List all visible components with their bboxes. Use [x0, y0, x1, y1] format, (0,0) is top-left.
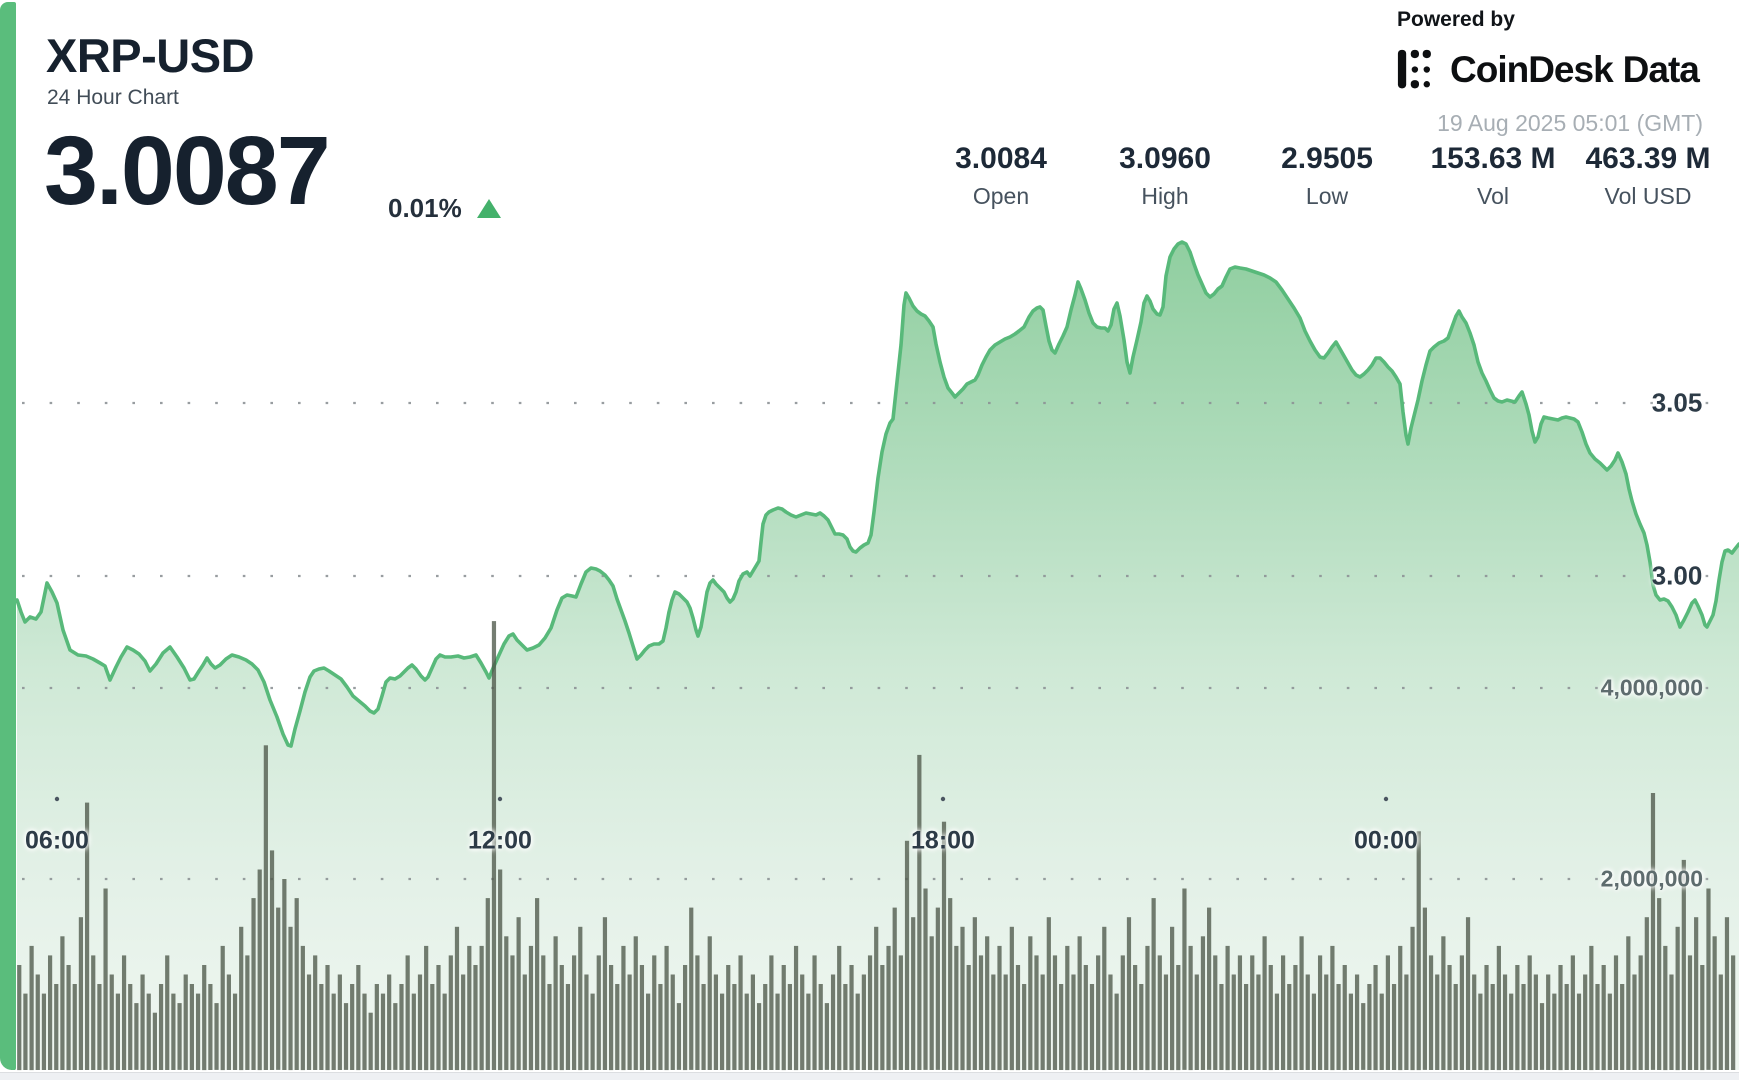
- stat-value: 3.0960: [1119, 142, 1211, 175]
- stat-label: Vol USD: [1604, 183, 1692, 209]
- x-axis-label-0600: 06:00: [25, 826, 89, 855]
- stat-value: 153.63 M: [1430, 142, 1556, 175]
- x-axis-label-1800: 18:00: [911, 826, 975, 855]
- stat-label: High: [1141, 183, 1189, 209]
- stat-low: 2.9505 Low: [1281, 142, 1373, 210]
- price-axis-label-3.00: 3.00: [1651, 560, 1703, 591]
- left-accent-bar: [0, 2, 16, 1070]
- stat-vol-usd: 463.39 M Vol USD: [1585, 142, 1710, 210]
- coindesk-data-logo: CoinDesk Data: [1397, 46, 1700, 94]
- x-axis-label-1200: 12:00: [468, 826, 532, 855]
- stat-label: Vol: [1477, 183, 1509, 209]
- chart-subtitle: 24 Hour Chart: [47, 86, 179, 109]
- logo-word-coindesk: CoinDesk: [1450, 49, 1614, 90]
- change-percent: 0.01%: [388, 193, 462, 223]
- current-price: 3.0087: [44, 116, 331, 225]
- volume-axis-label-2m: 2,000,000: [1600, 865, 1703, 892]
- symbol-title: XRP-USD: [46, 29, 255, 82]
- stat-label: Low: [1305, 183, 1349, 209]
- x-axis-label-0000: 00:00: [1354, 826, 1418, 855]
- stat-open: 3.0084 Open: [955, 142, 1047, 210]
- powered-by-label: Powered by: [1397, 8, 1515, 31]
- coindesk-logo-icon: [1397, 49, 1431, 89]
- coindesk-logo-text: CoinDesk Data: [1450, 49, 1700, 91]
- stat-vol: 153.63 M Vol: [1430, 142, 1555, 210]
- price-line: [15, 240, 1739, 748]
- volume-axis-label-4m: 4,000,000: [1600, 674, 1703, 701]
- stat-label: Open: [972, 183, 1030, 209]
- price-up-triangle-icon: [477, 199, 501, 218]
- stat-value: 463.39 M: [1585, 142, 1711, 175]
- stat-value: 3.0084: [955, 142, 1047, 175]
- chart-timestamp: 19 Aug 2025 05:01 (GMT): [1437, 110, 1703, 136]
- price-area-fill: [17, 242, 1739, 1070]
- volume-bars: [11, 621, 1736, 1071]
- page-background-strip: [0, 1072, 1739, 1080]
- logo-word-data: Data: [1622, 49, 1700, 90]
- stat-high: 3.0960 High: [1119, 142, 1211, 210]
- price-axis-label-3.05: 3.05: [1651, 387, 1703, 418]
- stat-value: 2.9505: [1281, 142, 1373, 175]
- time-tick-dots: [54, 796, 1389, 802]
